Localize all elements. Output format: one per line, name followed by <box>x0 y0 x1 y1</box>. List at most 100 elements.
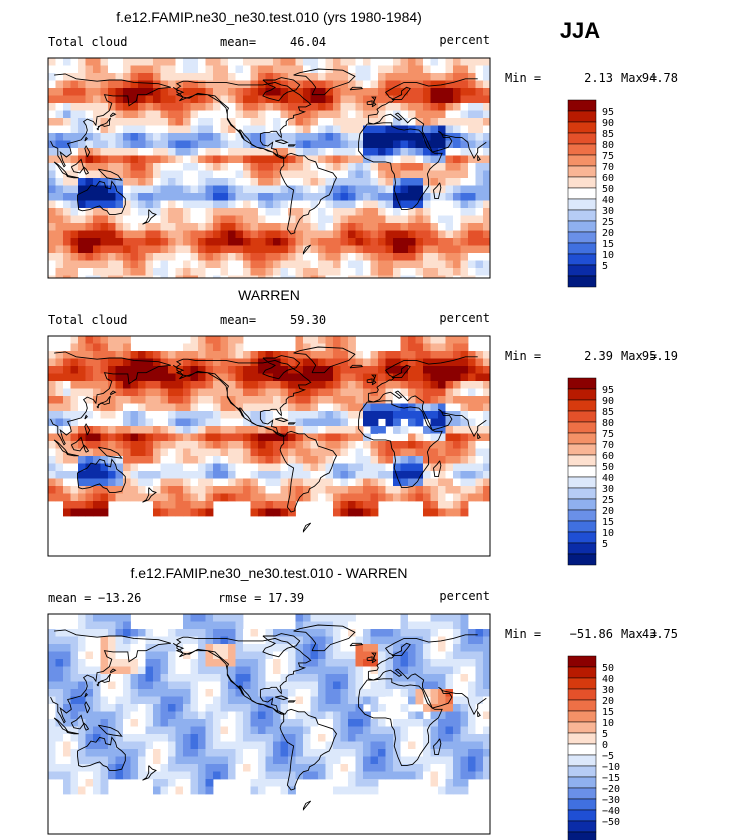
map-cell <box>475 493 484 502</box>
map-cell <box>138 200 146 209</box>
map-cell <box>70 508 79 517</box>
map-cell <box>333 215 341 224</box>
map-cell <box>408 644 416 652</box>
map-cell <box>168 260 176 269</box>
map-cell <box>145 426 154 434</box>
map-cell <box>190 764 199 772</box>
map-cell <box>310 260 319 269</box>
map-cell <box>258 170 266 179</box>
map-cell <box>445 719 454 727</box>
map-cell <box>318 170 326 179</box>
map-cell <box>220 208 229 216</box>
map-cell <box>295 125 304 134</box>
map-cell <box>445 636 454 645</box>
map-cell <box>303 230 311 239</box>
map-cell <box>385 170 394 179</box>
map-cell <box>325 110 334 119</box>
map-cell <box>348 170 356 179</box>
map-cell <box>303 749 311 757</box>
map-cell <box>325 358 334 367</box>
map-cell <box>483 178 490 186</box>
map-cell <box>78 163 86 171</box>
map-cell <box>138 268 146 276</box>
map-cell <box>243 764 251 772</box>
map-cell <box>70 711 79 720</box>
map-cell <box>205 80 214 89</box>
map-cell <box>250 441 259 449</box>
map-cell <box>153 110 161 119</box>
map-cell <box>175 441 184 449</box>
map-cell <box>115 170 124 179</box>
map-cell <box>415 493 424 502</box>
map-cell <box>213 448 221 457</box>
map-cell <box>370 351 379 359</box>
map-cell <box>153 200 161 209</box>
map-cell <box>378 681 386 690</box>
map-cell <box>453 80 461 89</box>
map-cell <box>160 185 169 194</box>
map-cell <box>318 448 326 457</box>
map-cell <box>153 351 161 359</box>
map-cell <box>153 103 161 111</box>
map-cell <box>400 644 409 652</box>
map-cell <box>273 501 281 509</box>
map-cell <box>310 110 319 119</box>
map-cell <box>78 614 86 622</box>
map-cell <box>100 433 109 442</box>
colorbar-box <box>567 809 597 822</box>
map-cell <box>108 343 116 352</box>
map-frame <box>47 57 491 279</box>
map-cell <box>348 696 356 705</box>
map-cell <box>393 253 401 261</box>
map-cell <box>55 208 64 216</box>
map-cell <box>288 704 296 712</box>
map-cell <box>460 726 469 735</box>
map-cell <box>175 779 184 787</box>
map-cell <box>258 719 266 727</box>
colorbar-tick-label: 5 <box>602 261 608 272</box>
map-cell <box>175 426 184 434</box>
map-cell <box>430 200 439 209</box>
map-cell <box>468 666 476 675</box>
map-cell <box>55 88 64 96</box>
map-cell <box>123 125 131 134</box>
map-cell <box>303 433 311 442</box>
map-cell <box>168 103 176 111</box>
coastline <box>302 800 312 811</box>
map-cell <box>318 373 326 382</box>
map-cell <box>273 636 281 645</box>
map-cell <box>55 178 64 186</box>
map-cell <box>228 88 236 96</box>
map-cell <box>475 373 484 382</box>
map-cell <box>175 674 184 682</box>
map-cell <box>333 433 341 442</box>
map-cell <box>453 636 461 645</box>
map-cell <box>108 681 116 690</box>
map-cell <box>85 373 94 382</box>
map-cell <box>70 614 79 622</box>
map-cell <box>175 381 184 389</box>
map-cell <box>130 629 139 637</box>
map-cell <box>445 411 454 419</box>
map-cell <box>205 681 214 690</box>
map-cell <box>318 456 326 464</box>
map-cell <box>183 373 191 382</box>
map-cell <box>310 351 319 359</box>
map-cell <box>85 260 94 269</box>
map-cell <box>333 726 341 735</box>
map-cell <box>340 764 349 772</box>
map-cell <box>130 125 139 134</box>
map-cell <box>430 456 439 464</box>
map-cell <box>130 351 139 359</box>
map-cell <box>453 275 461 278</box>
map-cell <box>408 448 416 457</box>
map-cell <box>190 463 199 472</box>
map-cell <box>288 666 296 675</box>
map-cell <box>190 268 199 276</box>
map-cell <box>340 441 349 449</box>
map-cell <box>288 636 296 645</box>
map-cell <box>303 381 311 389</box>
map-cell <box>310 689 319 697</box>
map-cell <box>205 178 214 186</box>
map-cell <box>445 621 454 630</box>
